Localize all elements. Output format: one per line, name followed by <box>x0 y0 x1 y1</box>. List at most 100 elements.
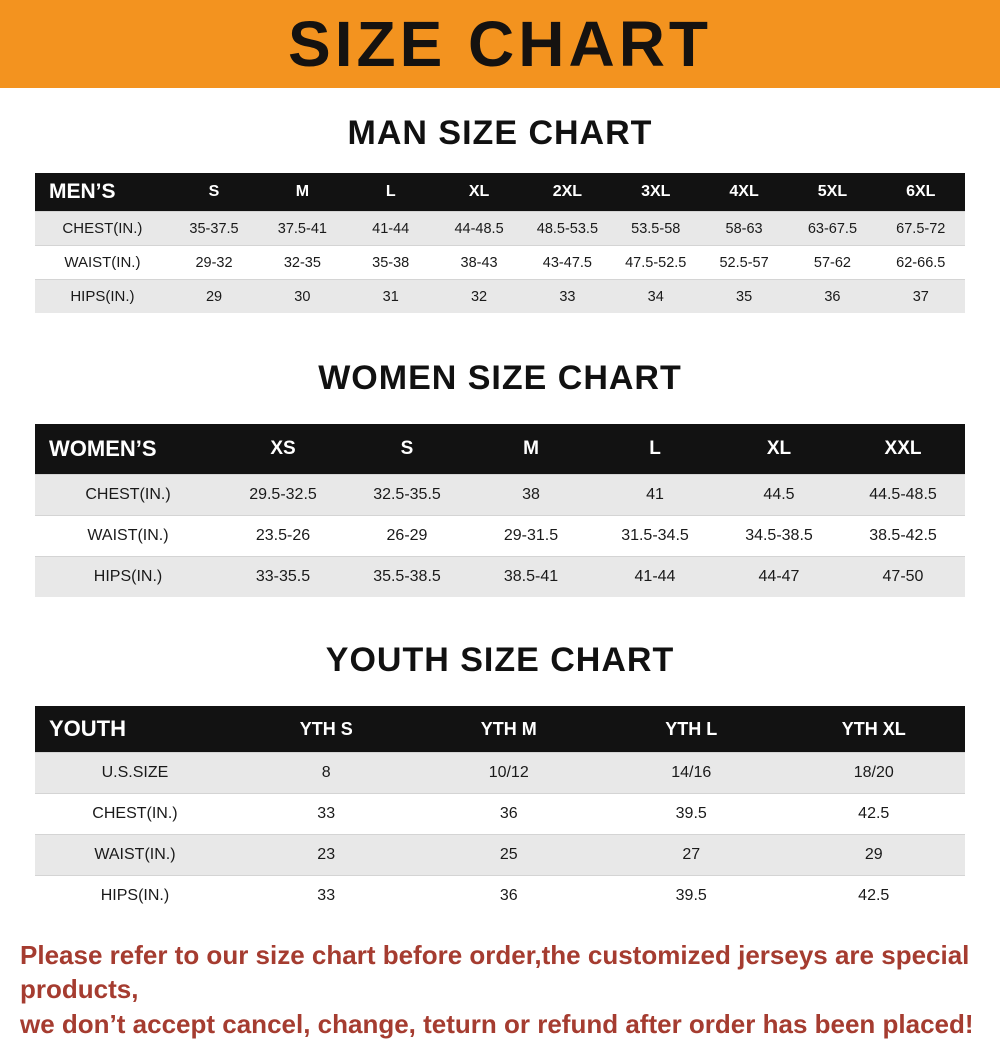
table-cell: 53.5-58 <box>631 220 681 237</box>
column-header: M <box>523 438 539 459</box>
table-cell: 32-35 <box>283 254 321 271</box>
row-label: CHEST(IN.) <box>62 220 143 237</box>
table-cell: 48.5-53.5 <box>536 220 599 237</box>
table-header-row: WOMEN’S XS S M L XL XXL <box>35 424 965 474</box>
table-cell: 41-44 <box>634 568 676 585</box>
footer-note-line-2: we don’t accept cancel, change, teturn o… <box>20 1008 974 1039</box>
table-cell: 34 <box>647 288 664 305</box>
row-label: HIPS(IN.) <box>100 887 170 904</box>
table-row: CHEST(IN.) 33 36 39.5 42.5 <box>35 793 965 834</box>
men-size-table: MEN’S S M L XL 2XL 3XL 4XL 5XL 6XL CHEST(IN.) 35-37… <box>35 173 965 313</box>
footer-note-line-1: Please refer to our size chart before or… <box>20 940 970 1005</box>
table-cell: 47.5-52.5 <box>625 254 687 271</box>
row-label: HIPS(IN.) <box>70 288 135 305</box>
women-size-section: WOMEN SIZE CHART WOMEN’S XS S M L XL XXL CHEST(… <box>0 359 1000 597</box>
table-corner-label: MEN’S <box>49 180 116 203</box>
table-cell: 33 <box>559 288 576 305</box>
table-row: WAIST(IN.) 29-32 32-35 35-38 38-43 43-47.5 47.… <box>35 245 965 279</box>
table-cell: 31 <box>382 288 399 305</box>
table-cell: 33 <box>317 887 336 904</box>
page-title: SIZE CHART <box>288 8 712 80</box>
table-cell: 35-37.5 <box>189 220 239 237</box>
footer-note: Please refer to our size chart before or… <box>20 938 980 1041</box>
table-cell: 44.5 <box>763 486 795 503</box>
table-cell: 47-50 <box>882 568 924 585</box>
table-cell: 32.5-35.5 <box>373 486 441 503</box>
table-row: HIPS(IN.) 33 36 39.5 42.5 <box>35 875 965 916</box>
table-cell: 63-67.5 <box>807 220 858 237</box>
row-label: WAIST(IN.) <box>87 527 169 544</box>
youth-size-section: YOUTH SIZE CHART YOUTH YTH S YTH M YTH L YTH… <box>0 641 1000 916</box>
charts-area: MAN SIZE CHART MEN’S S M L XL 2XL 3XL 4XL 5XL 6XL… <box>0 114 1000 916</box>
table-cell: 67.5-72 <box>896 220 946 237</box>
column-header: S <box>400 438 414 459</box>
table-cell: 33-35.5 <box>255 568 311 585</box>
table-cell: 39.5 <box>675 887 707 904</box>
table-cell: 36 <box>499 887 518 904</box>
column-header: XXL <box>884 438 922 459</box>
table-cell: 23 <box>317 846 336 863</box>
youth-section-heading: YOUTH SIZE CHART <box>325 641 675 679</box>
table-cell: 29 <box>864 846 883 863</box>
table-cell: 35.5-38.5 <box>373 568 441 585</box>
table-cell: 38-43 <box>460 254 498 271</box>
table-cell: 30 <box>294 288 311 305</box>
table-row: HIPS(IN.) 33-35.5 35.5-38.5 38.5-41 41-44 44-… <box>35 556 965 597</box>
table-cell: 34.5-38.5 <box>745 527 813 544</box>
column-header: 6XL <box>906 183 936 200</box>
table-cell: 8 <box>321 764 331 781</box>
youth-size-table: YOUTH YTH S YTH M YTH L YTH XL U.S.SIZE 8 10/12… <box>35 706 965 916</box>
table-cell: 58-63 <box>725 220 763 237</box>
column-header: L <box>649 438 661 459</box>
table-cell: 38 <box>522 486 540 503</box>
table-row: CHEST(IN.) 29.5-32.5 32.5-35.5 38 41 44.5 44.5… <box>35 474 965 515</box>
table-cell: 32 <box>470 288 488 305</box>
table-row: U.S.SIZE 8 10/12 14/16 18/20 <box>35 752 965 793</box>
table-corner-label: WOMEN’S <box>49 436 157 461</box>
table-cell: 38.5-41 <box>503 568 559 585</box>
table-cell: 29.5-32.5 <box>249 486 317 503</box>
column-header: YTH S <box>299 718 353 739</box>
table-cell: 14/16 <box>671 764 712 781</box>
table-cell: 44-48.5 <box>454 220 504 237</box>
table-cell: 38.5-42.5 <box>869 527 937 544</box>
column-header: YTH XL <box>841 718 906 739</box>
column-header: 4XL <box>729 183 759 200</box>
table-cell: 41 <box>646 486 664 503</box>
table-cell: 43-47.5 <box>542 254 592 271</box>
table-cell: 25 <box>499 846 518 863</box>
table-header-row: YOUTH YTH S YTH M YTH L YTH XL <box>35 706 965 752</box>
table-cell: 26-29 <box>386 527 428 544</box>
column-header: YTH L <box>665 718 718 739</box>
table-cell: 39.5 <box>675 805 707 822</box>
table-cell: 10/12 <box>488 764 529 781</box>
column-header: 5XL <box>817 183 848 200</box>
column-header: 2XL <box>552 183 583 200</box>
table-cell: 33 <box>317 805 336 822</box>
column-header: L <box>385 183 396 200</box>
table-cell: 52.5-57 <box>719 254 769 271</box>
table-cell: 44.5-48.5 <box>869 486 937 503</box>
table-row: WAIST(IN.) 23 25 27 29 <box>35 834 965 875</box>
column-header: M <box>295 183 310 200</box>
column-header: XS <box>270 438 296 459</box>
table-cell: 42.5 <box>858 887 890 904</box>
table-cell: 37.5-41 <box>277 220 327 237</box>
row-label: U.S.SIZE <box>101 764 169 781</box>
column-header: XL <box>468 183 490 200</box>
table-cell: 57-62 <box>813 254 851 271</box>
table-cell: 18/20 <box>853 764 894 781</box>
column-header: XL <box>766 438 792 459</box>
table-cell: 23.5-26 <box>255 527 311 544</box>
row-label: WAIST(IN.) <box>94 846 176 863</box>
men-size-section: MAN SIZE CHART MEN’S S M L XL 2XL 3XL 4XL 5XL 6XL… <box>0 114 1000 313</box>
women-section-heading: WOMEN SIZE CHART <box>318 359 682 397</box>
table-cell: 62-66.5 <box>896 254 946 271</box>
table-row: CHEST(IN.) 35-37.5 37.5-41 41-44 44-48.5 48.5… <box>35 211 965 245</box>
column-header: YTH M <box>480 718 537 739</box>
table-row: HIPS(IN.) 29 30 31 32 33 34 35 36 37 <box>35 279 965 313</box>
table-header-row: MEN’S S M L XL 2XL 3XL 4XL 5XL 6XL <box>35 173 965 211</box>
men-section-heading: MAN SIZE CHART <box>347 114 653 152</box>
table-cell: 36 <box>499 805 518 822</box>
